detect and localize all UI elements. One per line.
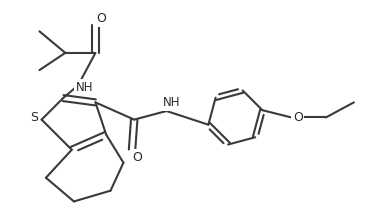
Text: NH: NH [163, 96, 180, 109]
Text: S: S [30, 111, 38, 124]
Text: NH: NH [76, 81, 93, 94]
Text: O: O [96, 12, 106, 25]
Text: O: O [293, 111, 303, 124]
Text: O: O [133, 151, 142, 164]
